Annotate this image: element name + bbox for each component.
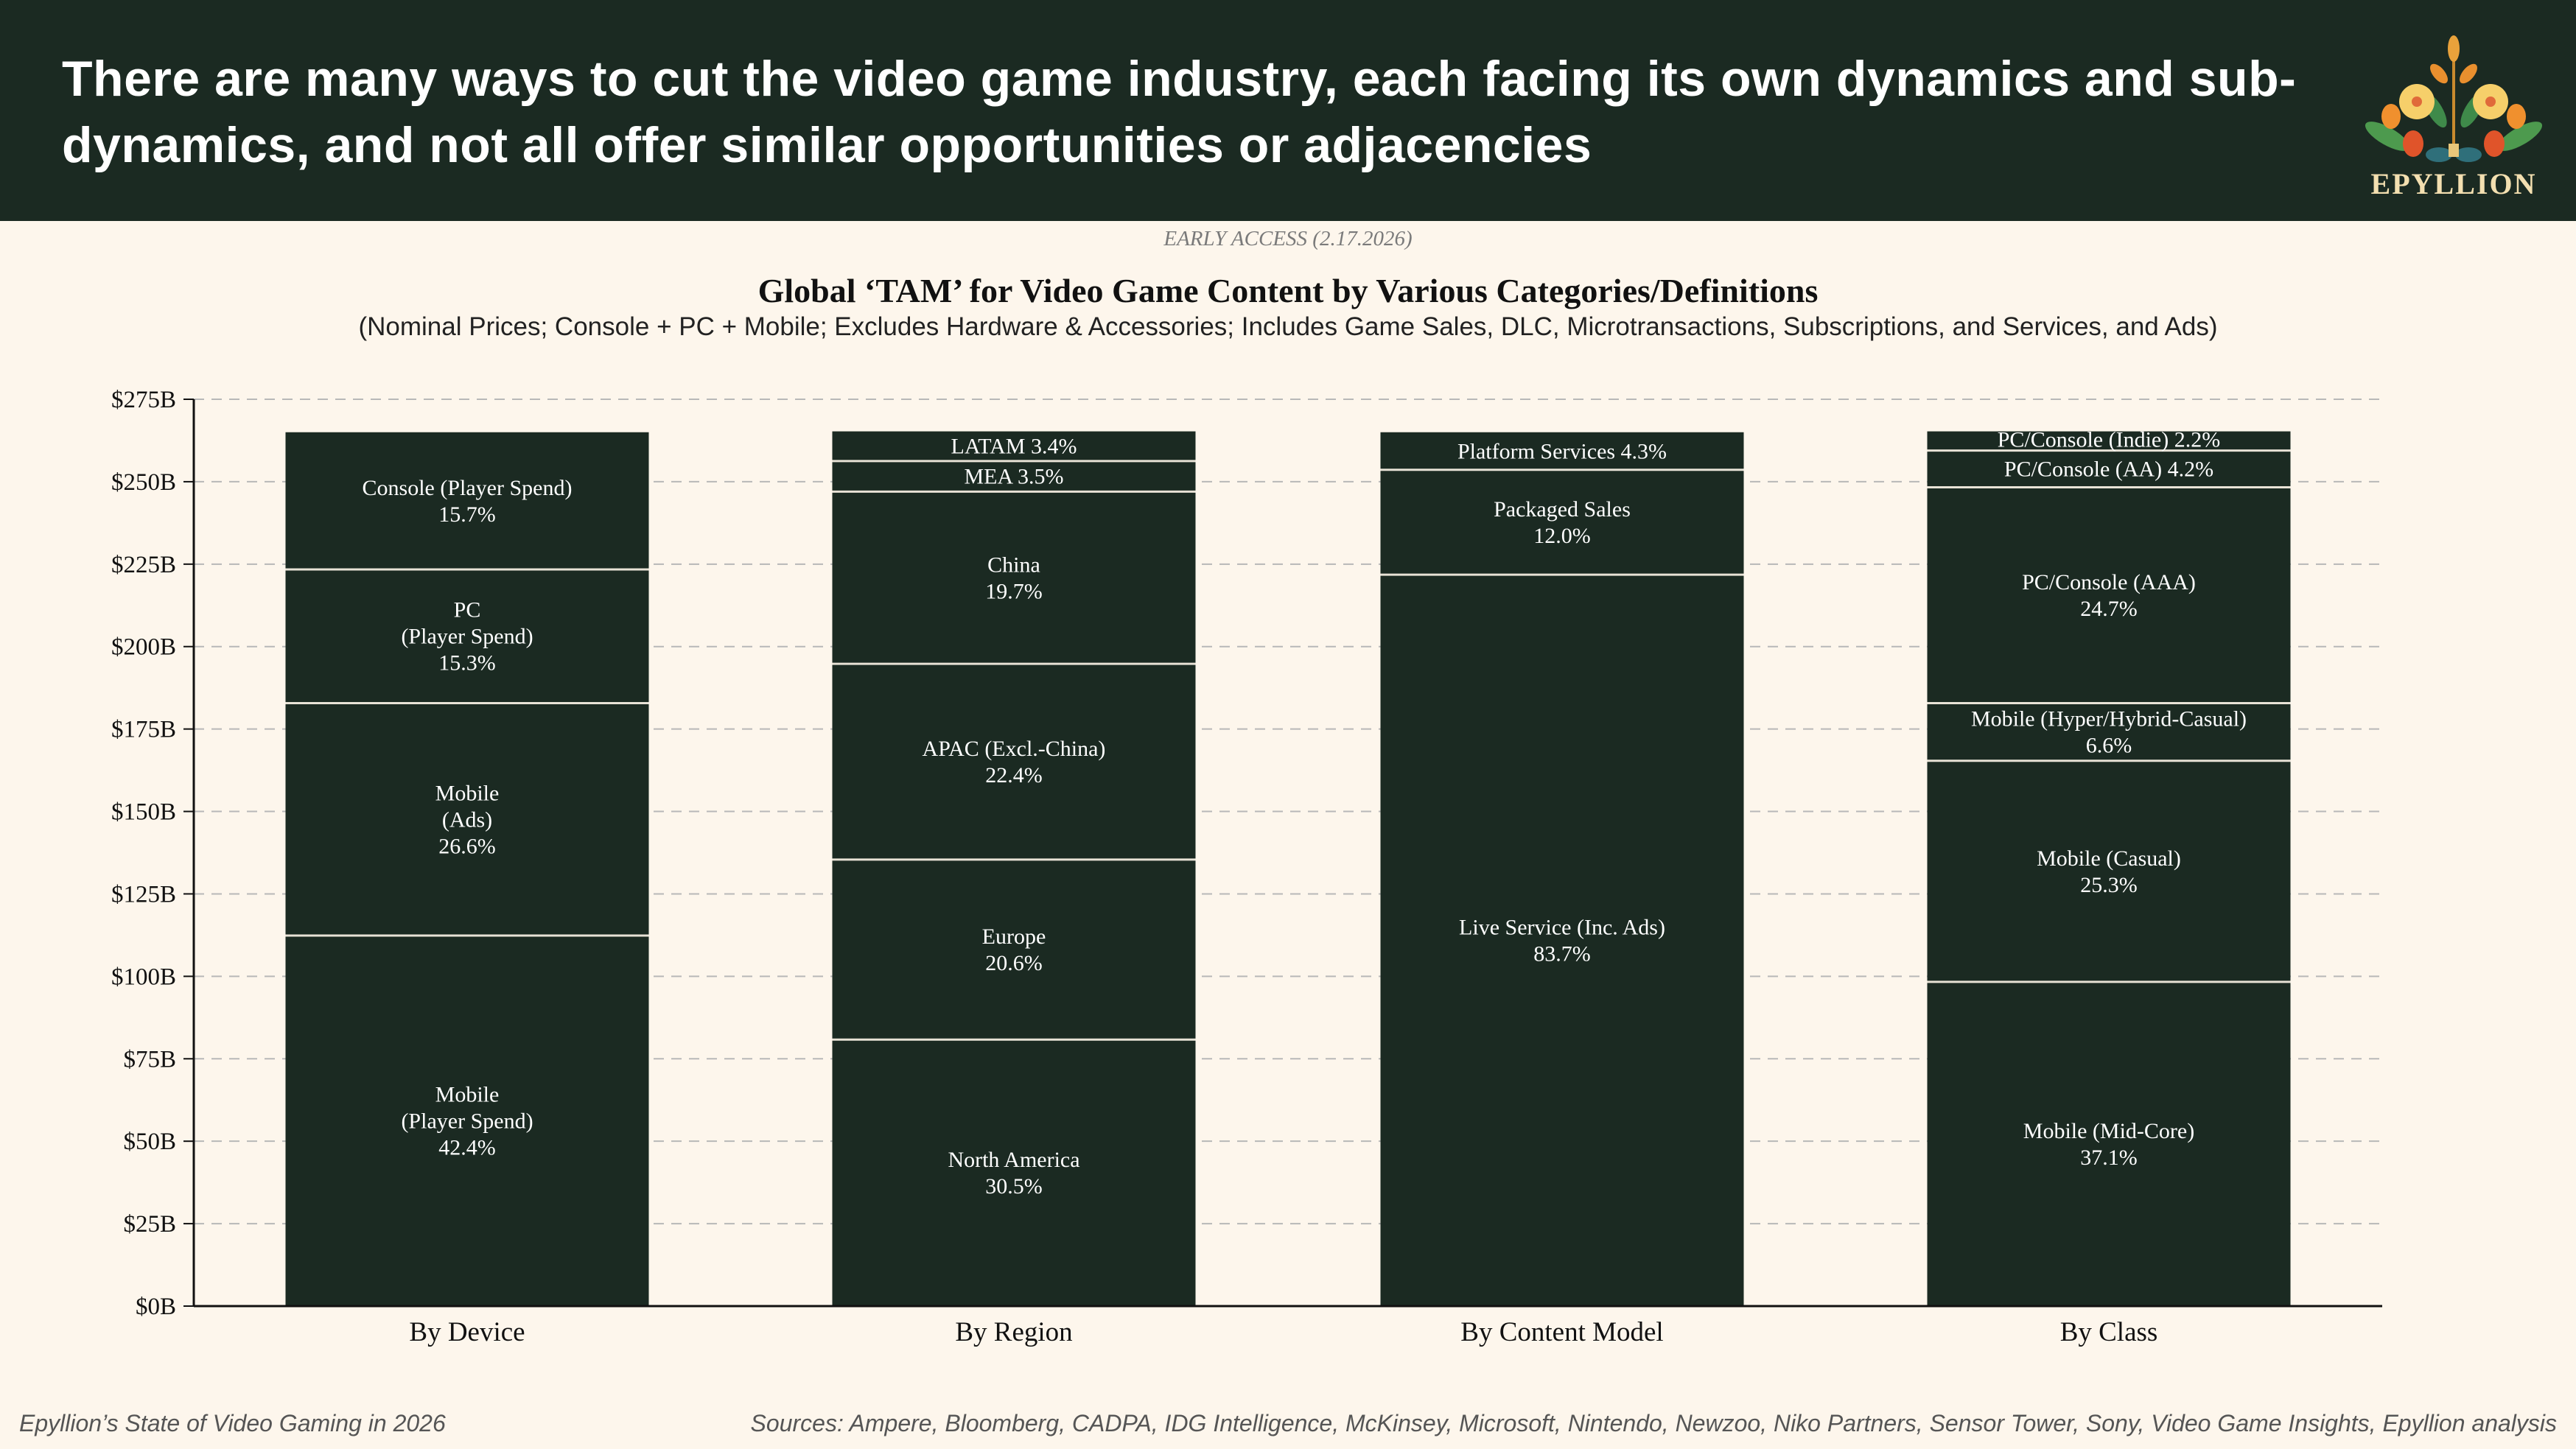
segment-label: Europe 20.6% <box>982 925 1046 975</box>
y-tick-label: $50B <box>123 1129 176 1155</box>
y-tick-label: $75B <box>123 1046 176 1073</box>
segment-label: Mobile (Player Spend) 42.4% <box>401 1083 533 1160</box>
chart-subtitle: (Nominal Prices; Console + PC + Mobile; … <box>358 312 2218 341</box>
bar-segment <box>1927 487 2291 704</box>
bar-segment <box>1380 469 1744 575</box>
y-tick-label: $175B <box>111 717 176 743</box>
footer-report-name: Epyllion’s State of Video Gaming in 2026 <box>19 1410 446 1436</box>
category-label: By Region <box>955 1317 1072 1347</box>
header-banner: There are many ways to cut the video gam… <box>0 0 2576 221</box>
slide-headline: There are many ways to cut the video gam… <box>62 51 2297 173</box>
y-tick-label: $125B <box>111 881 176 908</box>
segment-label: Mobile (Casual) 25.3% <box>2037 846 2181 897</box>
bar-segment <box>1380 575 1744 1306</box>
segment-label: Packaged Sales 12.0% <box>1494 497 1631 548</box>
segment-label: Mobile (Hyper/Hybrid-Casual) 6.6% <box>1971 707 2247 758</box>
y-tick-label: $100B <box>111 964 176 990</box>
category-label: By Class <box>2060 1317 2158 1347</box>
segment-label: North America 30.5% <box>948 1148 1079 1199</box>
y-tick-label: $0B <box>136 1294 176 1320</box>
bar-segment <box>285 936 649 1306</box>
bar-segment <box>832 431 1196 461</box>
chart-title: Global ‘TAM’ for Video Game Content by V… <box>757 272 1819 309</box>
bar-segment <box>1927 703 2291 761</box>
bar-segment <box>1380 432 1744 470</box>
segment-label: MEA 3.5% <box>965 465 1064 489</box>
bar-segment <box>1927 450 2291 488</box>
bar-segment <box>285 703 649 936</box>
y-tick-label: $25B <box>123 1211 176 1238</box>
segment-label: Mobile (Ads) 26.6% <box>435 781 500 858</box>
bar-segment <box>1927 760 2291 982</box>
y-tick-label: $275B <box>111 387 176 413</box>
footer-sources: Sources: Ampere, Bloomberg, CADPA, IDG I… <box>750 1410 2557 1436</box>
bar-segment <box>285 432 649 570</box>
bar-segment <box>1927 431 2291 451</box>
y-tick-label: $225B <box>111 552 176 578</box>
segment-label: PC (Player Spend) 15.3% <box>401 598 533 676</box>
epyllion-logo: EPYLLION <box>2343 22 2564 206</box>
bar-segment <box>832 664 1196 860</box>
bar-segment <box>832 460 1196 492</box>
y-tick-label: $200B <box>111 634 176 661</box>
bar-segment <box>1927 981 2291 1306</box>
bar-segment <box>832 1039 1196 1306</box>
segment-label: Mobile (Mid-Core) 37.1% <box>2023 1119 2194 1170</box>
y-tick-label: $250B <box>111 469 176 496</box>
logo-wordmark: EPYLLION <box>2370 167 2537 200</box>
segment-label: China 19.7% <box>985 552 1043 603</box>
segment-label: Platform Services 4.3% <box>1457 439 1667 463</box>
segment-label: PC/Console (AA) 4.2% <box>2004 457 2213 482</box>
early-access-label: EARLY ACCESS (2.17.2026) <box>1163 227 1413 250</box>
segment-label: LATAM 3.4% <box>951 435 1077 459</box>
segment-label: APAC (Excl.-China) 22.4% <box>923 737 1106 787</box>
bar-segment <box>832 491 1196 664</box>
segment-label: PC/Console (AAA) 24.7% <box>2022 570 2196 621</box>
segment-label: PC/Console (Indie) 2.2% <box>1998 428 2220 452</box>
bar-segment <box>832 859 1196 1040</box>
bar-segment <box>285 569 649 704</box>
segment-label: Live Service (Inc. Ads) 83.7% <box>1459 916 1665 966</box>
segment-label: Console (Player Spend) 15.7% <box>363 476 573 527</box>
category-label: By Device <box>409 1317 525 1347</box>
floral-logo-icon <box>2365 35 2543 162</box>
category-label: By Content Model <box>1460 1317 1663 1347</box>
y-tick-label: $150B <box>111 799 176 826</box>
